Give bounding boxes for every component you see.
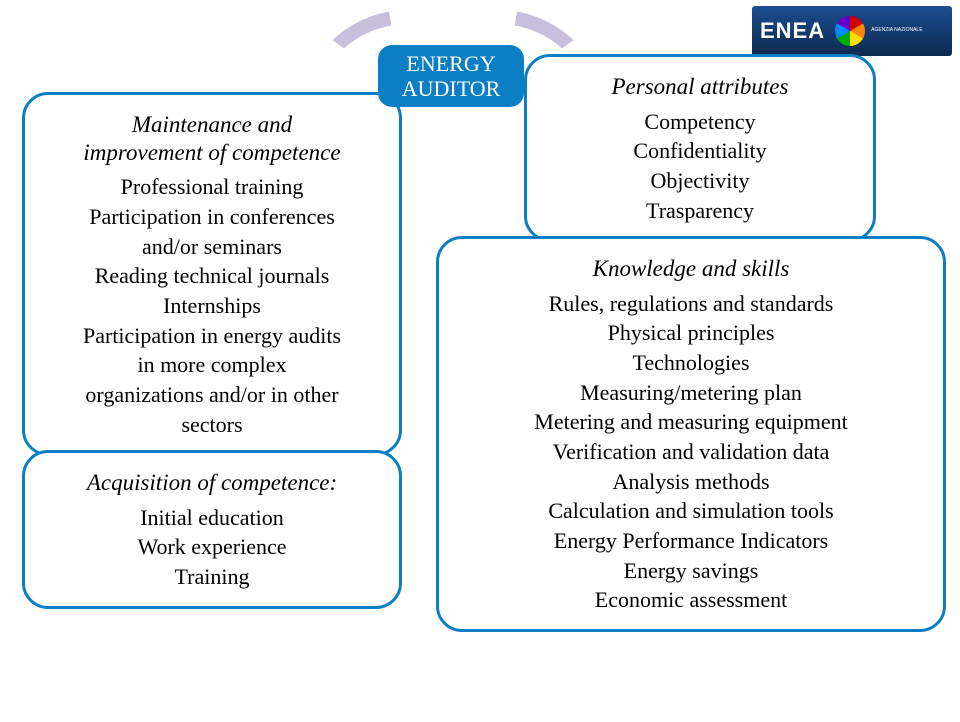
maintenance-heading-l2: improvement of competence <box>83 140 340 165</box>
knowledge-item: Verification and validation data <box>455 437 927 467</box>
attributes-item: Competency <box>543 107 857 137</box>
maintenance-item-l3: organizations and/or in other <box>85 382 338 407</box>
logo-tagline: AGENZIA NAZIONALE <box>871 28 922 34</box>
knowledge-heading: Knowledge and skills <box>455 255 927 283</box>
badge-line-1: ENERGY <box>402 51 501 76</box>
acquisition-box: Acquisition of competence: Initial educa… <box>22 450 402 609</box>
attributes-item: Trasparency <box>543 196 857 226</box>
knowledge-item: Metering and measuring equipment <box>455 407 927 437</box>
maintenance-heading: Maintenance and improvement of competenc… <box>41 111 383 166</box>
acquisition-heading: Acquisition of competence: <box>41 469 383 497</box>
enea-logo: ENEA AGENZIA NAZIONALE <box>752 6 952 56</box>
knowledge-item: Rules, regulations and standards <box>455 289 927 319</box>
maintenance-item-l1: Participation in energy audits <box>83 323 341 348</box>
maintenance-item: Reading technical journals <box>41 261 383 291</box>
knowledge-item: Energy Performance Indicators <box>455 526 927 556</box>
attributes-heading: Personal attributes <box>543 73 857 101</box>
maintenance-item-l1: Participation in conferences <box>89 204 335 229</box>
maintenance-box: Maintenance and improvement of competenc… <box>22 92 402 456</box>
maintenance-item-l2: and/or seminars <box>142 234 282 259</box>
knowledge-item: Economic assessment <box>455 585 927 615</box>
attributes-item: Objectivity <box>543 166 857 196</box>
acquisition-item: Training <box>41 562 383 592</box>
knowledge-item: Technologies <box>455 348 927 378</box>
maintenance-item: Participation in conferences and/or semi… <box>41 202 383 261</box>
maintenance-item: Professional training <box>41 172 383 202</box>
maintenance-item-l2: in more complex <box>137 352 286 377</box>
knowledge-item: Analysis methods <box>455 467 927 497</box>
logo-swirl-icon <box>835 16 865 46</box>
acquisition-item: Initial education <box>41 503 383 533</box>
energy-auditor-badge: ENERGY AUDITOR <box>378 45 524 107</box>
maintenance-item: Participation in energy audits in more c… <box>41 321 383 440</box>
attributes-item: Confidentiality <box>543 136 857 166</box>
maintenance-item-l4: sectors <box>181 412 242 437</box>
maintenance-heading-l1: Maintenance and <box>132 112 292 137</box>
knowledge-item: Physical principles <box>455 318 927 348</box>
knowledge-box: Knowledge and skills Rules, regulations … <box>436 236 946 632</box>
badge-line-2: AUDITOR <box>402 76 501 101</box>
logo-brand: ENEA <box>760 18 825 44</box>
acquisition-item: Work experience <box>41 532 383 562</box>
attributes-box: Personal attributes Competency Confident… <box>524 54 876 242</box>
knowledge-item: Calculation and simulation tools <box>455 496 927 526</box>
knowledge-item: Energy savings <box>455 556 927 586</box>
maintenance-item: Internships <box>41 291 383 321</box>
knowledge-item: Measuring/metering plan <box>455 378 927 408</box>
